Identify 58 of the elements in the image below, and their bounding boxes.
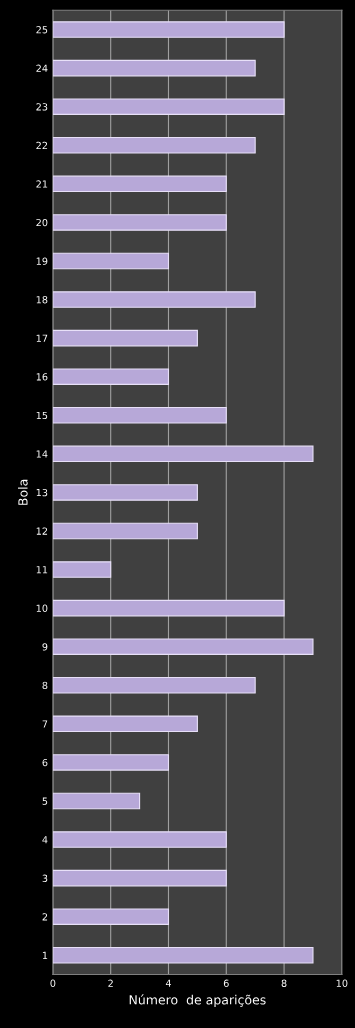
y-tick-label: 1 bbox=[42, 951, 48, 959]
y-axis-title: Bola bbox=[18, 479, 28, 505]
y-tick-label: 13 bbox=[36, 488, 48, 497]
y-tick-label: 22 bbox=[36, 141, 48, 149]
bar bbox=[52, 368, 170, 385]
y-tick-label: 11 bbox=[36, 566, 48, 574]
y-tick-label: 17 bbox=[36, 334, 48, 342]
x-tick-label: 0 bbox=[50, 979, 56, 987]
bar bbox=[52, 908, 170, 925]
bar bbox=[52, 21, 285, 38]
bar bbox=[52, 291, 256, 308]
y-tick-label: 6 bbox=[42, 758, 48, 767]
y-tick-label: 21 bbox=[36, 180, 48, 188]
bar bbox=[52, 715, 198, 733]
bar bbox=[52, 484, 198, 501]
bar bbox=[52, 676, 256, 694]
x-tick-label: 2 bbox=[108, 979, 113, 987]
bar bbox=[52, 137, 256, 154]
bar bbox=[52, 329, 198, 347]
bar bbox=[52, 831, 227, 848]
x-axis-title: Número de aparições bbox=[129, 994, 266, 1007]
bar bbox=[52, 638, 314, 655]
y-tick-label: 24 bbox=[36, 64, 48, 72]
bar bbox=[52, 214, 227, 231]
y-tick-label: 19 bbox=[36, 257, 48, 265]
bar bbox=[52, 754, 170, 771]
y-tick-label: 12 bbox=[36, 527, 48, 535]
y-tick-label: 14 bbox=[36, 450, 48, 458]
bar bbox=[52, 561, 112, 578]
y-tick-label: 15 bbox=[36, 411, 48, 420]
bar bbox=[52, 869, 227, 887]
bar bbox=[52, 522, 198, 540]
y-tick-label: 8 bbox=[42, 681, 48, 690]
x-tick-label: 6 bbox=[223, 979, 229, 987]
y-tick-label: 23 bbox=[36, 103, 48, 111]
x-tick-label: 4 bbox=[165, 979, 172, 987]
bar bbox=[52, 792, 141, 810]
y-tick-label: 3 bbox=[42, 874, 48, 882]
bar bbox=[52, 599, 285, 617]
bar bbox=[52, 946, 314, 964]
bar bbox=[52, 445, 314, 463]
y-tick-label: 7 bbox=[42, 720, 48, 728]
y-tick-label: 9 bbox=[42, 643, 48, 651]
y-tick-label: 5 bbox=[42, 797, 48, 805]
bar bbox=[52, 98, 285, 115]
y-tick-label: 20 bbox=[36, 218, 48, 227]
bar bbox=[52, 407, 227, 424]
y-tick-label: 10 bbox=[36, 604, 48, 612]
y-tick-label: 4 bbox=[42, 836, 48, 844]
y-tick-label: 25 bbox=[36, 26, 48, 34]
bar bbox=[52, 252, 170, 270]
bar bbox=[52, 175, 227, 193]
x-tick-label: 10 bbox=[336, 979, 348, 987]
y-tick-label: 2 bbox=[42, 913, 48, 921]
y-tick-label: 16 bbox=[36, 373, 48, 381]
y-tick-label: 18 bbox=[36, 296, 48, 304]
bar bbox=[52, 59, 256, 77]
x-tick-label: 8 bbox=[281, 979, 287, 987]
